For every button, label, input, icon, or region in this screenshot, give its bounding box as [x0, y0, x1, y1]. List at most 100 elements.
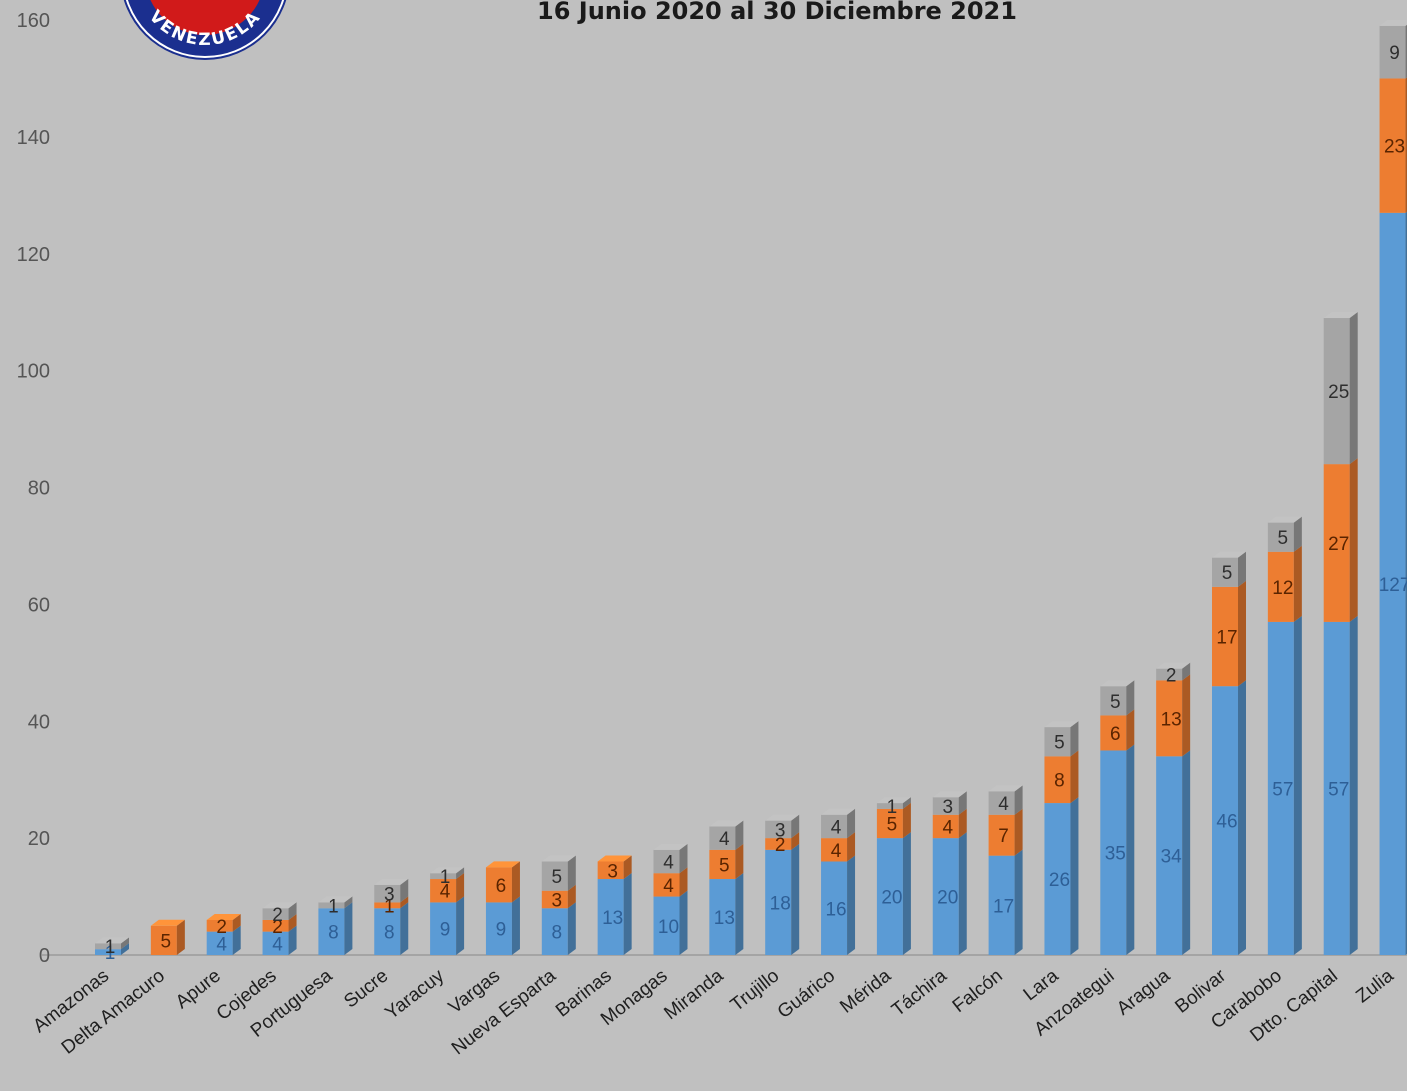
data-label: 8: [552, 923, 563, 944]
bar-segment: [988, 791, 1015, 815]
data-label: 57: [1272, 779, 1293, 800]
bar-segment-side: [1238, 580, 1246, 687]
y-tick-label: 160: [17, 10, 50, 32]
bar-segment: [932, 838, 959, 955]
data-label: 9: [496, 920, 507, 941]
bar-segment: [262, 931, 289, 955]
bar-segment: [1323, 464, 1350, 622]
bar-segment: [150, 925, 177, 955]
bar-segment: [541, 890, 568, 909]
data-label: 2: [775, 835, 786, 856]
bar-top: [485, 861, 520, 868]
bar-segment: [206, 931, 233, 955]
bar-segment-side: [1349, 615, 1358, 955]
bar-segment: [1100, 750, 1127, 955]
bar-segment: [374, 902, 401, 909]
bar-segment-side: [1070, 797, 1079, 955]
bar-segment: [988, 814, 1015, 856]
data-label: 27: [1328, 534, 1349, 555]
x-tick-label: Mérida: [836, 965, 895, 1018]
bar-segment-side: [735, 873, 744, 955]
data-label: 4: [663, 876, 674, 897]
bar-segment-side: [735, 843, 744, 880]
data-label: 2: [272, 917, 283, 938]
data-label: 9: [1389, 43, 1400, 64]
data-label: 5: [1110, 692, 1121, 713]
data-label: 2: [216, 917, 227, 938]
bar-segment: [988, 855, 1015, 955]
bar-segment-side: [791, 843, 800, 955]
data-label: 1: [105, 937, 116, 958]
bars: 11 5 4242281813941968351331044135418231644…: [95, 19, 1407, 964]
bar-top: [876, 797, 911, 804]
y-tick-label: 120: [17, 244, 50, 266]
bar-segment-side: [456, 873, 465, 903]
bar-segment-side: [511, 896, 520, 955]
bar-segment: [932, 814, 959, 839]
y-tick-label: 60: [28, 594, 50, 616]
bar-segment-side: [344, 902, 353, 955]
bar-segment: [876, 808, 903, 839]
bar-segment: [262, 919, 289, 932]
bar-segment-side: [1126, 709, 1135, 751]
bar-top: [597, 855, 632, 862]
data-label: 3: [775, 820, 786, 841]
bar-segment-side: [1293, 545, 1302, 622]
data-label: 10: [658, 917, 679, 938]
data-label: 4: [831, 817, 842, 838]
bar-segment: [653, 849, 680, 874]
data-label: 18: [770, 893, 791, 914]
data-label: 3: [942, 797, 953, 818]
data-label: 5: [1054, 733, 1065, 754]
bar-top: [541, 855, 576, 862]
data-label: 57: [1328, 779, 1349, 800]
bar-segment: [374, 884, 401, 903]
bar-segment: [430, 873, 457, 880]
data-label: 17: [993, 896, 1014, 917]
bar-segment-side: [623, 873, 632, 955]
data-label: 4: [998, 794, 1009, 815]
bar-segment: [765, 849, 792, 955]
bar-segment: [262, 908, 289, 920]
bar-segment-side: [344, 896, 353, 909]
bar-segment: [318, 908, 345, 955]
data-label: 5: [1278, 528, 1289, 549]
bar-top: [988, 785, 1023, 792]
bar-top: [765, 814, 800, 821]
bar-segment: [1156, 680, 1183, 757]
data-label: 4: [719, 829, 730, 850]
y-tick-label: 100: [17, 361, 50, 383]
bar-segment: [932, 797, 959, 815]
bar-segment: [430, 902, 457, 955]
bar-segment-side: [121, 937, 129, 950]
bar-segment-side: [679, 867, 688, 897]
bar-segment-side: [232, 925, 241, 955]
bar-segment: [485, 902, 512, 955]
bar-top: [932, 791, 967, 798]
bar-top: [653, 843, 688, 850]
x-tick-label: Aragua: [1113, 965, 1175, 1020]
bar-segment-side: [456, 896, 465, 955]
chart-title: 16 Junio 2020 al 30 Diciembre 2021: [537, 0, 1017, 25]
data-label: 5: [552, 867, 563, 888]
y-tick-label: 20: [28, 828, 50, 850]
data-label: 20: [881, 888, 902, 909]
data-label: 1: [105, 943, 116, 964]
data-label: 8: [384, 923, 395, 944]
bar-top: [206, 913, 241, 920]
bar-segment-side: [902, 797, 911, 809]
data-label: 4: [216, 934, 227, 955]
data-label: 16: [825, 899, 846, 920]
bar-segment: [1379, 212, 1406, 955]
bar-top: [1323, 312, 1358, 319]
bar-segment: [765, 820, 792, 839]
data-label: 4: [663, 853, 674, 874]
bar-segment: [1323, 621, 1350, 955]
bar-segment: [318, 902, 345, 909]
bar-segment: [541, 861, 568, 891]
bar-segment-side: [679, 843, 688, 874]
bar-segment: [1379, 78, 1406, 213]
bar-segment-side: [847, 832, 856, 862]
data-label: 26: [1049, 870, 1070, 891]
